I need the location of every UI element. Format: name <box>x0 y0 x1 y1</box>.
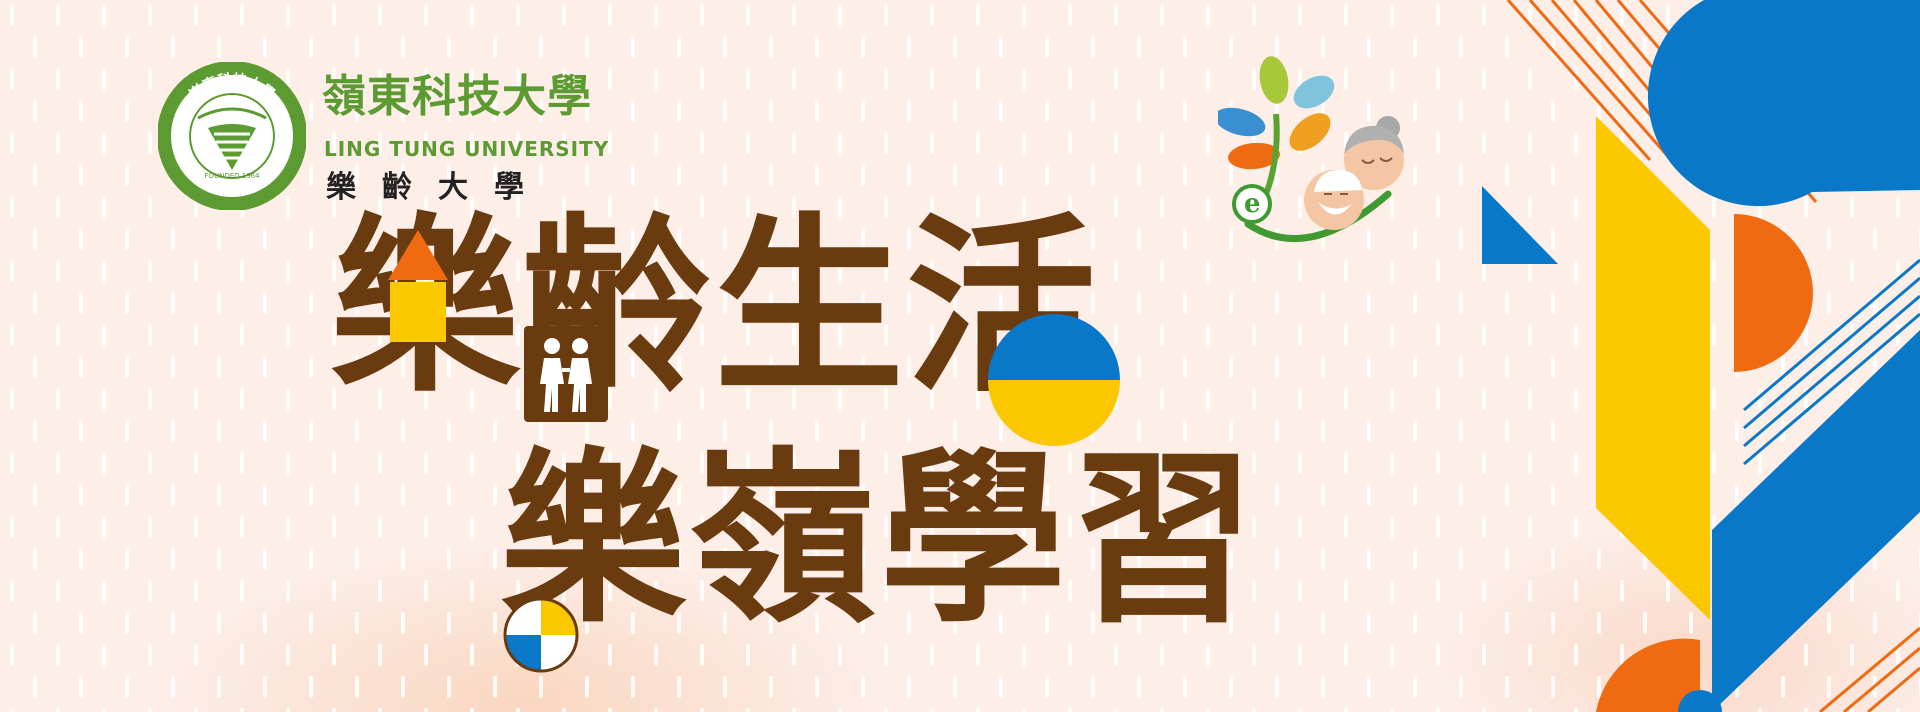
university-name-en: LING TUNG UNIVERSITY <box>324 137 610 161</box>
seal-founded-text: FOUNDED 1964 <box>204 172 260 180</box>
svg-text:e: e <box>1244 189 1261 219</box>
orange-corner-lines <box>1819 626 1920 712</box>
quartered-circle-shape <box>503 597 579 673</box>
elderly-learning-logo-icon: e <box>1218 56 1404 242</box>
house-roof-shape <box>388 230 448 280</box>
blue-parallelogram-shape <box>1712 330 1920 712</box>
blue-small-circle-shape <box>1678 690 1722 712</box>
orange-half-circle-shape <box>1734 214 1813 372</box>
blue-triangle-shape <box>1482 186 1558 264</box>
headline-line-1: 樂齡生活 <box>330 195 1099 418</box>
blue-circle-shape <box>1647 0 1920 207</box>
blue-diagonal-lines <box>1743 258 1920 466</box>
yellow-parallelogram-shape <box>1596 116 1710 620</box>
blue-yellow-circle-shape <box>988 314 1120 446</box>
university-seal-icon: 嶺東科技大學 LING TUNG UNIVERSITY FOUNDED 1964 <box>158 62 306 210</box>
elderly-university-label: 樂齡大學 <box>326 170 550 205</box>
house-body-shape <box>390 282 446 342</box>
orange-quarter-circle-shape <box>1596 638 1700 712</box>
headline-line-2: 樂嶺學習 <box>500 429 1261 648</box>
university-name-cn: 嶺東科技大學 <box>322 71 592 122</box>
two-people-icon <box>524 326 608 422</box>
